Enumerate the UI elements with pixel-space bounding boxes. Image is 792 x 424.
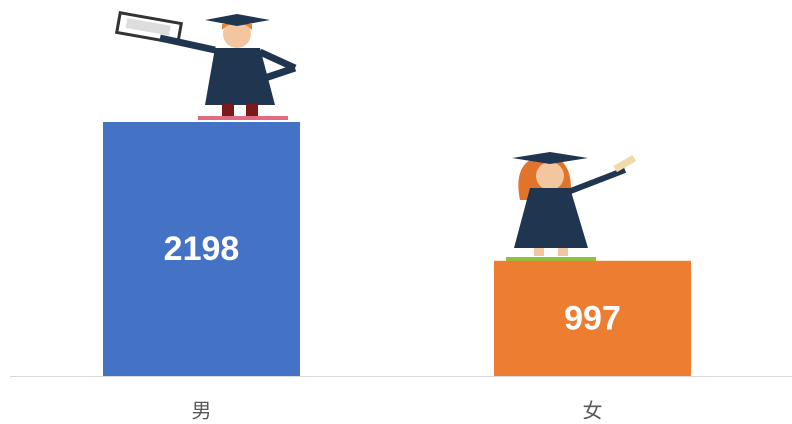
x-tick-label: 男 (192, 399, 212, 423)
graduate-illustration (117, 13, 295, 120)
x-tick-label: 女 (583, 399, 603, 423)
chart: 2198 男 997 女 (0, 0, 792, 424)
value-label: 997 (564, 299, 621, 337)
graduate-illustration (506, 152, 636, 262)
value-label: 2198 (164, 230, 240, 268)
